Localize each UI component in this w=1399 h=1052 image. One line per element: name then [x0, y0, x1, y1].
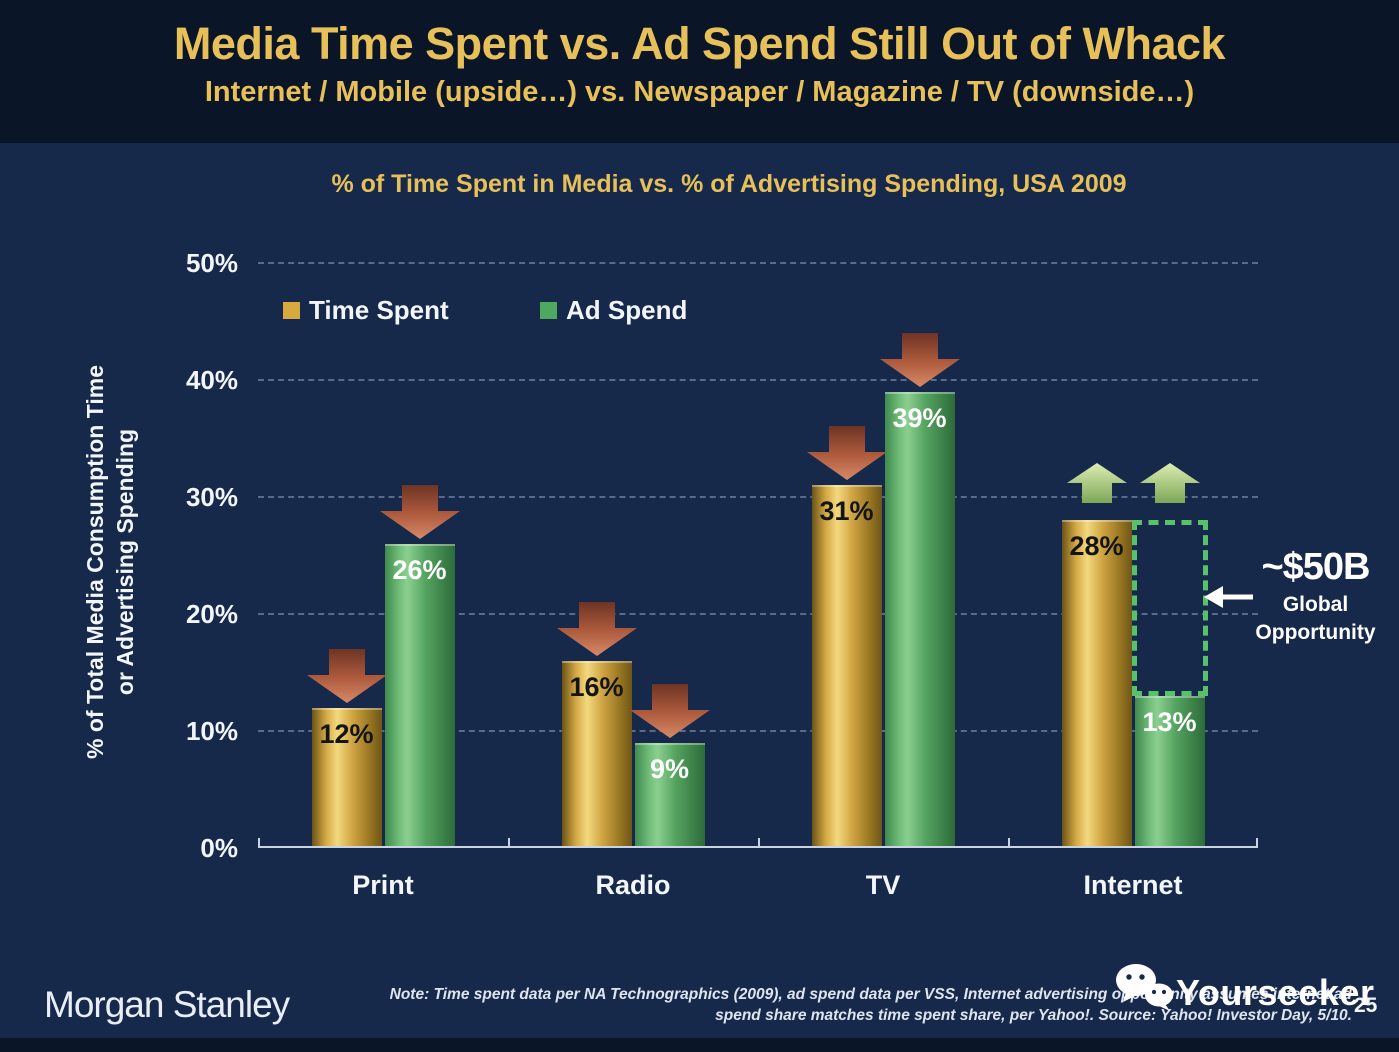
bar-ad-spend-print: 26%	[384, 544, 455, 848]
opportunity-line2: Opportunity	[1255, 621, 1376, 644]
footnote-line1: Note: Time spent data per NA Technograph…	[389, 986, 1352, 1003]
chart-title: % of Time Spent in Media vs. % of Advert…	[331, 170, 1127, 198]
bar-ad-spend-radio: 9%	[634, 743, 705, 848]
category-label-print: Print	[352, 870, 414, 900]
opportunity-left-arrow-icon	[1203, 583, 1255, 611]
y-tick-30: 30%	[185, 482, 238, 512]
gridline-30	[258, 496, 1258, 498]
gridline-10	[258, 730, 1258, 732]
legend-label-time-spent: Time Spent	[309, 294, 449, 325]
gridline-50	[258, 262, 1258, 264]
category-label-internet: Internet	[1083, 870, 1183, 900]
y-tick-10: 10%	[185, 716, 238, 746]
x-axis-tick	[508, 838, 510, 848]
opportunity-annotation: ~$50B Global Opportunity	[1238, 546, 1393, 645]
slide-title: Media Time Spent vs. Ad Spend Still Out …	[173, 18, 1226, 69]
bottom-band	[0, 1038, 1399, 1052]
category-label-tv: TV	[865, 870, 901, 900]
opportunity-box	[1131, 520, 1208, 696]
x-axis-tick	[258, 838, 260, 848]
legend-label-ad-spend: Ad Spend	[566, 294, 688, 325]
x-axis-tick	[1008, 838, 1010, 848]
bar-time-spent-tv: 31%	[811, 485, 882, 848]
bar-value-label-time-spent-internet: 28%	[1069, 531, 1124, 561]
category-label-radio: Radio	[595, 870, 671, 900]
bar-time-spent-radio: 16%	[561, 661, 632, 848]
down-arrow-icon-time-spent-radio	[556, 602, 637, 656]
gridline-20	[258, 613, 1258, 615]
gridline-40	[258, 379, 1258, 381]
y-axis-label-line2: or Advertising Spending	[112, 428, 138, 696]
x-axis-tick	[758, 838, 760, 848]
wechat-icon	[1114, 963, 1176, 1011]
opportunity-headline: ~$50B	[1261, 546, 1370, 588]
up-arrow-icon-time-spent-internet	[1066, 463, 1127, 504]
y-tick-20: 20%	[185, 599, 238, 629]
bar-value-label-time-spent-print: 12%	[319, 719, 374, 749]
down-arrow-icon-time-spent-print	[306, 649, 387, 703]
slide-subtitle: Internet / Mobile (upside…) vs. Newspape…	[204, 76, 1195, 108]
bar-value-label-time-spent-radio: 16%	[569, 672, 624, 702]
legend-swatch-ad-spend	[540, 301, 557, 319]
down-arrow-icon-ad-spend-print	[379, 485, 460, 539]
y-tick-40: 40%	[185, 365, 238, 395]
legend-swatch-time-spent	[283, 301, 300, 319]
watermark-text: Yourseeker	[1176, 972, 1375, 1013]
y-axis-label: % of Total Media Consumption Time or Adv…	[80, 300, 140, 824]
page-number: 25	[1354, 994, 1378, 1017]
down-arrow-icon-ad-spend-tv	[879, 333, 960, 387]
bar-ad-spend-tv: 39%	[884, 392, 955, 848]
bar-time-spent-internet: 28%	[1061, 520, 1132, 848]
up-arrow-icon-ad-spend-internet	[1139, 463, 1200, 504]
bar-value-label-ad-spend-tv: 39%	[892, 403, 947, 433]
legend-item-time-spent: Time Spent	[283, 294, 449, 325]
down-arrow-icon-ad-spend-radio	[629, 684, 710, 738]
legend-item-ad-spend: Ad Spend	[540, 294, 688, 325]
bar-value-label-ad-spend-internet: 13%	[1142, 707, 1197, 737]
bar-time-spent-print: 12%	[311, 708, 382, 848]
morgan-stanley-logo: Morgan Stanley	[44, 984, 290, 1025]
bar-ad-spend-internet: 13%	[1134, 696, 1205, 848]
bar-value-label-time-spent-tv: 31%	[819, 496, 874, 526]
x-axis-tick	[1256, 838, 1258, 848]
down-arrow-icon-time-spent-tv	[806, 426, 887, 480]
bar-value-label-ad-spend-radio: 9%	[649, 754, 690, 784]
footnote: Note: Time spent data per NA Technograph…	[312, 984, 1352, 1026]
slide-header: Media Time Spent vs. Ad Spend Still Out …	[0, 0, 1399, 143]
y-axis-label-line1: % of Total Media Consumption Time	[82, 365, 108, 759]
opportunity-line1: Global	[1282, 593, 1349, 616]
y-tick-50: 50%	[185, 248, 238, 278]
bar-value-label-ad-spend-print: 26%	[392, 555, 447, 585]
y-tick-0: 0%	[200, 833, 238, 863]
footnote-line2: spend share matches time spent share, pe…	[715, 1007, 1352, 1024]
